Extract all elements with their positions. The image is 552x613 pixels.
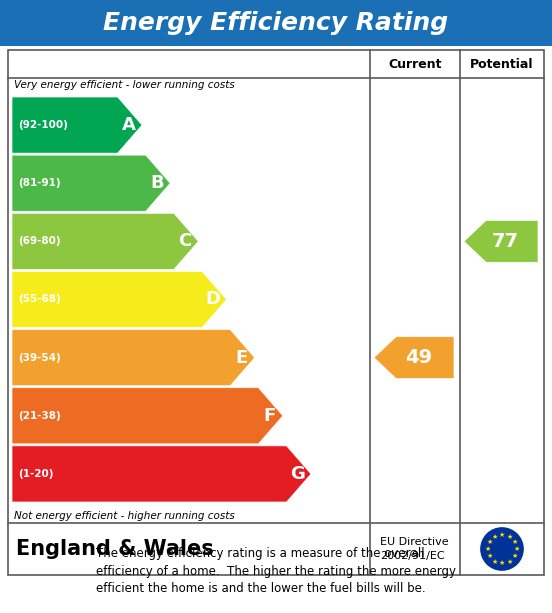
Text: ★: ★ <box>492 533 498 539</box>
Text: ★: ★ <box>486 539 492 545</box>
Polygon shape <box>374 337 454 379</box>
Text: ★: ★ <box>506 558 512 565</box>
Text: ★: ★ <box>499 531 505 538</box>
Text: 77: 77 <box>492 232 519 251</box>
Text: Energy Efficiency Rating: Energy Efficiency Rating <box>103 11 449 35</box>
Text: ★: ★ <box>506 533 512 539</box>
Text: (21-38): (21-38) <box>18 411 61 421</box>
Polygon shape <box>12 97 142 153</box>
Text: (1-20): (1-20) <box>18 469 54 479</box>
Polygon shape <box>12 213 198 270</box>
Bar <box>8 50 544 575</box>
Text: F: F <box>263 407 275 425</box>
Text: (55-68): (55-68) <box>18 294 61 305</box>
Polygon shape <box>464 221 538 262</box>
Text: E: E <box>235 349 247 367</box>
Bar <box>0 0 552 46</box>
Circle shape <box>480 527 524 571</box>
Text: ★: ★ <box>511 553 518 559</box>
Polygon shape <box>12 330 254 386</box>
Text: The energy efficiency rating is a measure of the overall
efficiency of a home.  : The energy efficiency rating is a measur… <box>96 547 456 595</box>
Text: (39-54): (39-54) <box>18 352 61 363</box>
Text: B: B <box>150 174 163 192</box>
Text: ★: ★ <box>486 553 492 559</box>
Text: Potential: Potential <box>470 58 534 70</box>
Polygon shape <box>12 272 226 327</box>
Text: (92-100): (92-100) <box>18 120 68 130</box>
Polygon shape <box>12 446 311 502</box>
Text: ★: ★ <box>511 539 518 545</box>
Text: EU Directive
2002/91/EC: EU Directive 2002/91/EC <box>380 538 449 561</box>
Text: Very energy efficient - lower running costs: Very energy efficient - lower running co… <box>14 80 235 90</box>
Text: 49: 49 <box>405 348 432 367</box>
Polygon shape <box>12 155 170 211</box>
Text: England & Wales: England & Wales <box>16 539 214 559</box>
Text: A: A <box>121 116 136 134</box>
Polygon shape <box>12 387 283 444</box>
Text: ★: ★ <box>492 558 498 565</box>
Text: G: G <box>290 465 305 483</box>
Text: Current: Current <box>388 58 442 70</box>
Text: D: D <box>205 291 221 308</box>
Text: ★: ★ <box>513 546 519 552</box>
Text: (81-91): (81-91) <box>18 178 61 188</box>
Text: Not energy efficient - higher running costs: Not energy efficient - higher running co… <box>14 511 235 521</box>
Text: ★: ★ <box>499 560 505 566</box>
Text: C: C <box>178 232 192 250</box>
Text: ★: ★ <box>485 546 491 552</box>
Text: (69-80): (69-80) <box>18 237 61 246</box>
